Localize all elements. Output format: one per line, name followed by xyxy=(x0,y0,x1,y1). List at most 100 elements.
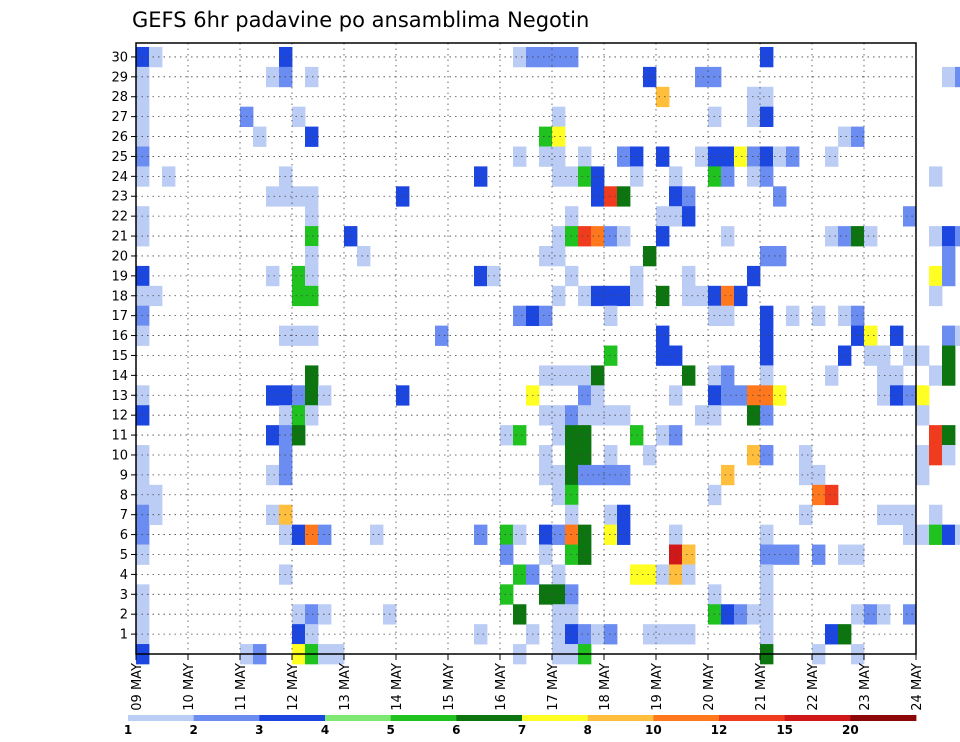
heatmap-cell xyxy=(617,464,631,486)
heatmap-cell xyxy=(760,166,774,187)
heatmap-cell xyxy=(292,325,306,346)
heatmap-cell xyxy=(552,285,566,307)
heatmap-cell xyxy=(656,325,670,346)
heatmap-cell xyxy=(695,405,709,426)
heatmap-cell xyxy=(721,146,735,167)
heatmap-cell xyxy=(604,186,618,207)
heatmap-cell xyxy=(929,445,943,466)
y-tick-label: 30 xyxy=(111,50,128,65)
heatmap-cell xyxy=(266,425,280,446)
heatmap-cell xyxy=(890,365,904,386)
heatmap-cell xyxy=(760,405,774,426)
colorbar-label: 20 xyxy=(842,723,859,737)
heatmap-cell xyxy=(266,464,280,486)
heatmap-cell xyxy=(552,246,566,267)
y-tick-label: 12 xyxy=(111,409,128,424)
heatmap-cell xyxy=(552,46,566,68)
heatmap-cell xyxy=(942,66,956,88)
heatmap-cell xyxy=(903,504,917,526)
heatmap-cell xyxy=(370,524,384,545)
colorbar-label: 12 xyxy=(711,723,728,737)
heatmap-cell xyxy=(838,126,852,147)
heatmap-cell xyxy=(305,405,319,426)
x-tick-label: 16 MAY xyxy=(494,663,509,711)
heatmap-cell xyxy=(721,285,735,307)
y-tick-label: 3 xyxy=(120,588,128,603)
heatmap-cell xyxy=(903,385,917,406)
heatmap-cell xyxy=(929,265,943,287)
colorbar-label: 10 xyxy=(645,723,662,737)
heatmap-cell xyxy=(578,445,592,466)
heatmap-cell xyxy=(656,624,670,645)
heatmap-cell xyxy=(318,385,332,406)
heatmap-cell xyxy=(292,265,306,287)
heatmap-cell xyxy=(578,385,592,406)
heatmap-cell xyxy=(643,564,657,585)
heatmap-cell xyxy=(591,405,605,426)
heatmap-cell xyxy=(435,325,449,346)
heatmap-cell xyxy=(513,46,527,68)
heatmap-cell xyxy=(292,425,306,446)
colorbar-label: 4 xyxy=(321,723,329,737)
heatmap-cell xyxy=(656,226,670,247)
colorbar-swatch xyxy=(193,715,260,721)
colorbar-swatch xyxy=(259,715,326,721)
heatmap-cell xyxy=(552,584,566,605)
heatmap-cell xyxy=(721,305,735,327)
y-axis-ticks: 1234567891011121314151617181920212223242… xyxy=(111,50,136,643)
heatmap-cell xyxy=(643,66,657,88)
heatmap-cell xyxy=(942,345,956,366)
heatmap-cell xyxy=(552,484,566,506)
heatmap-cell xyxy=(305,66,319,88)
heatmap-cell xyxy=(305,265,319,287)
heatmap-cell xyxy=(864,604,878,625)
heatmap-cell xyxy=(838,226,852,247)
x-tick-label: 17 MAY xyxy=(546,663,561,711)
heatmap-cell xyxy=(942,325,956,346)
heatmap-cell xyxy=(643,624,657,645)
heatmap-cell xyxy=(305,604,319,625)
y-tick-label: 19 xyxy=(111,269,128,284)
heatmap-cell xyxy=(682,544,696,565)
y-tick-label: 22 xyxy=(111,210,128,225)
heatmap-cell xyxy=(604,524,618,545)
heatmap-cell xyxy=(292,524,306,545)
heatmap-cell xyxy=(877,345,891,366)
heatmap-cell xyxy=(747,405,761,426)
y-tick-label: 7 xyxy=(120,508,128,523)
heatmap-cell xyxy=(292,106,306,127)
heatmap-cell xyxy=(838,305,852,327)
heatmap-cell xyxy=(500,544,514,565)
heatmap-cell xyxy=(721,166,735,187)
heatmap-cell xyxy=(734,146,748,167)
x-tick-label: 20 MAY xyxy=(702,663,717,711)
heatmap-cell xyxy=(682,624,696,645)
heatmap-cell xyxy=(253,126,267,147)
heatmap-cell xyxy=(604,345,618,366)
heatmap-cell xyxy=(695,66,709,88)
heatmap-cell xyxy=(656,285,670,307)
x-tick-label: 11 MAY xyxy=(234,663,249,711)
heatmap-cell xyxy=(682,365,696,386)
x-tick-label: 23 MAY xyxy=(858,663,873,711)
heatmap-cell xyxy=(292,186,306,207)
y-tick-label: 18 xyxy=(111,289,128,304)
heatmap-cell xyxy=(747,445,761,466)
heatmap-cell xyxy=(552,564,566,585)
heatmap-cell xyxy=(305,126,319,147)
plot-frame xyxy=(135,42,917,655)
heatmap-cell xyxy=(292,385,306,406)
heatmap-cell xyxy=(578,365,592,386)
heatmap-cell xyxy=(149,484,163,506)
heatmap-cell xyxy=(578,624,592,645)
heatmap-cell xyxy=(760,106,774,127)
heatmap-cell xyxy=(760,624,774,645)
heatmap-cell xyxy=(578,226,592,247)
heatmap-cell xyxy=(149,285,163,307)
heatmap-cell xyxy=(266,66,280,88)
heatmap-cell xyxy=(266,504,280,526)
heatmap-cell xyxy=(890,325,904,346)
colorbar-label: 8 xyxy=(583,723,591,737)
heatmap-cell xyxy=(903,524,917,545)
